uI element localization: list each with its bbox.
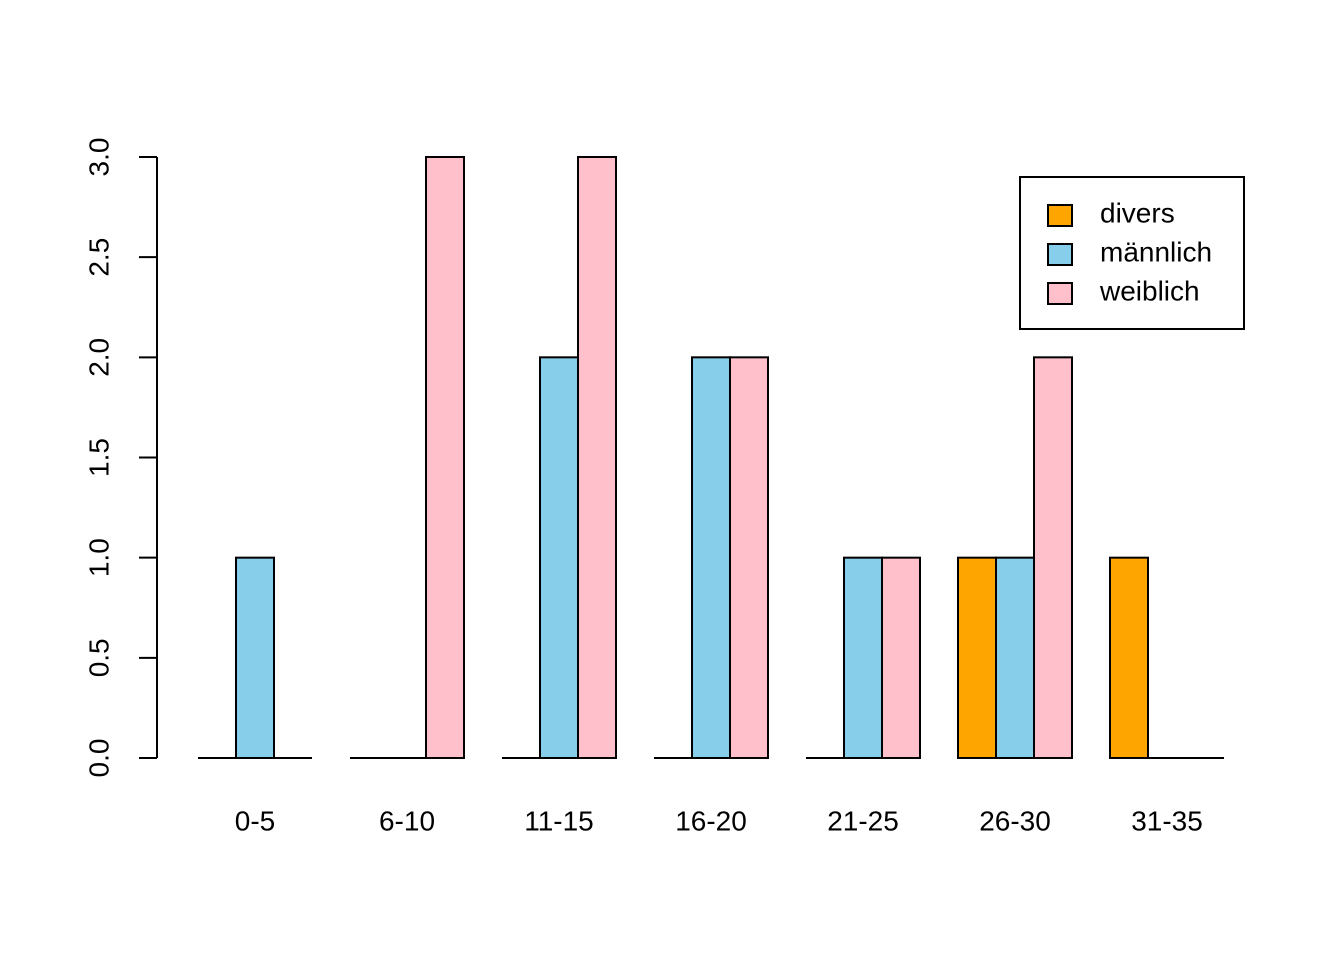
legend-label-divers: divers <box>1100 197 1175 228</box>
bar-weiblich-6-10 <box>425 156 465 759</box>
x-labels: 0-5 6-10 11-15 16-20 21-25 26-30 31-35 <box>235 805 1203 836</box>
bar-weiblich-26-30 <box>1033 356 1073 759</box>
y-tick-label-1.0: 1.0 <box>83 538 114 577</box>
legend-swatch-divers <box>1047 204 1073 227</box>
bar-weiblich-16-20 <box>729 356 769 759</box>
bar-divers-31-35 <box>1109 556 1149 760</box>
bar-männlich-0-5 <box>235 556 275 760</box>
legend-swatch-weiblich <box>1047 282 1073 305</box>
legend-label-männlich: männlich <box>1100 236 1212 267</box>
y-tick-label-0.0: 0.0 <box>83 739 114 778</box>
bar-männlich-16-20 <box>691 356 731 759</box>
bars <box>235 156 1149 760</box>
y-tick-label-3.0: 3.0 <box>83 138 114 177</box>
legend-swatch-männlich <box>1047 243 1073 266</box>
y-tick-label-0.5: 0.5 <box>83 638 114 677</box>
x-tick-label-16-20: 16-20 <box>675 805 747 836</box>
bar-divers-26-30 <box>957 556 997 760</box>
x-tick-label-31-35: 31-35 <box>1131 805 1203 836</box>
x-tick-label-11-15: 11-15 <box>524 805 594 836</box>
y-tick-label-2.0: 2.0 <box>83 338 114 377</box>
bar-männlich-26-30 <box>995 556 1035 760</box>
y-tick-label-1.5: 1.5 <box>83 438 114 477</box>
legend: divers männlich weiblich <box>1019 176 1245 330</box>
bar-männlich-11-15 <box>539 356 579 759</box>
bar-männlich-21-25 <box>843 556 883 760</box>
bar-weiblich-21-25 <box>881 556 921 760</box>
x-tick-label-6-10: 6-10 <box>379 805 435 836</box>
x-tick-label-0-5: 0-5 <box>235 805 275 836</box>
x-tick-label-26-30: 26-30 <box>979 805 1051 836</box>
x-tick-label-21-25: 21-25 <box>827 805 899 836</box>
y-axis: 0.0 0.5 1.0 1.5 2.0 2.5 3.0 <box>83 138 158 778</box>
y-tick-label-2.5: 2.5 <box>83 238 114 277</box>
bar-weiblich-11-15 <box>577 156 617 759</box>
legend-label-weiblich: weiblich <box>1099 275 1200 306</box>
